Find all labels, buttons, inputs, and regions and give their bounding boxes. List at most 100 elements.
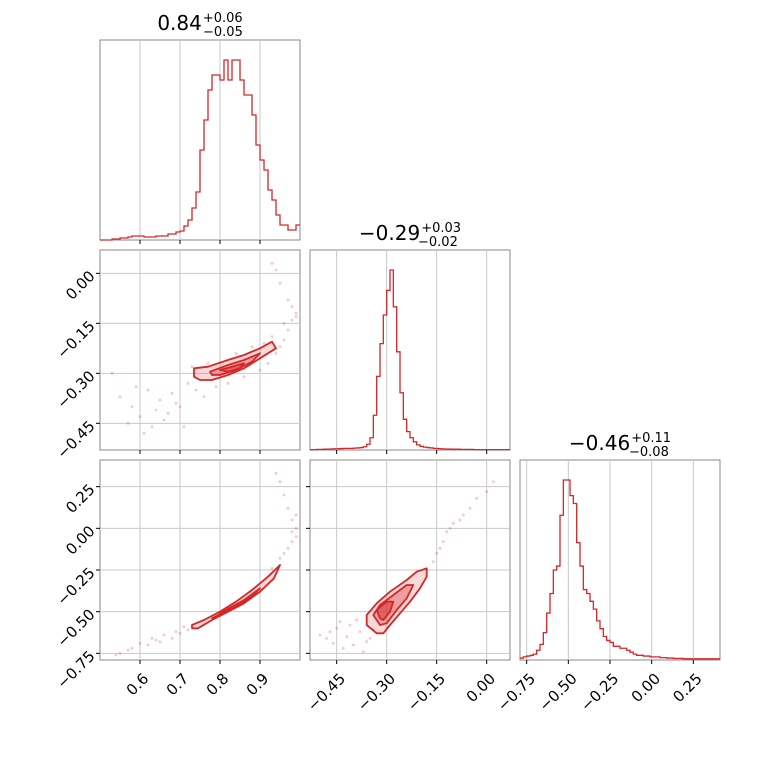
sample-point [142,431,146,435]
sample-point [154,408,158,412]
sample-point [345,635,349,639]
y-tick-label: −0.30 [53,367,98,412]
sample-point [166,411,170,415]
y-tick-label: −0.45 [53,417,98,462]
sample-point [358,630,362,634]
sample-point [282,493,286,497]
title-param-0-minus: −0.05 [203,25,243,40]
sample-point [190,365,194,369]
sample-point [335,626,339,630]
sample-point [274,471,278,475]
sample-point [448,526,452,530]
x-tick-label: −0.45 [304,670,349,715]
sample-point [351,643,355,647]
y-tick-label: 0.00 [62,267,98,303]
title-param-1-minus: −0.02 [418,235,458,250]
x-tick-label: 0.6 [123,670,153,700]
sample-point [331,641,335,645]
sample-point [341,646,345,650]
sample-point [328,630,332,634]
x-tick-label: −0.50 [535,670,580,715]
scatter-panel-1-2 [309,459,511,661]
sample-point [234,351,238,355]
sample-point [110,371,114,375]
sample-point [294,513,298,517]
sample-point [158,398,162,402]
sample-point [318,633,322,637]
sample-point [441,540,445,544]
y-tick-label: 0.00 [62,522,98,558]
sample-point [266,361,270,365]
y-tick-label: −0.50 [53,605,98,650]
sample-point [348,623,352,627]
sample-point [282,321,286,325]
sample-point [278,556,282,560]
sample-point [451,521,455,525]
sample-point [182,425,186,429]
sample-point [365,640,369,644]
sample-point [290,305,294,309]
contour-outer [191,564,281,630]
sample-point [178,405,182,409]
title-param-2: −0.46+0.11 [569,431,671,455]
sample-point [162,633,166,637]
sample-point [194,388,198,392]
y-tick-label: −0.15 [53,317,98,362]
sample-point [278,480,282,484]
sample-point [174,401,178,405]
sample-point [485,490,489,494]
sample-point [258,368,262,372]
sample-point [158,640,162,644]
sample-point [438,546,442,550]
sample-point [270,566,274,570]
sample-point [206,361,210,365]
sample-point [475,496,479,500]
sample-point [274,268,278,272]
histogram-2 [520,479,720,660]
sample-point [294,526,298,530]
sample-point [170,391,174,395]
x-tick-label: 0.8 [203,670,233,700]
contour-inner [375,600,395,621]
sample-point [138,415,142,419]
sample-point [282,551,286,555]
sample-point [278,345,282,349]
sample-point [290,518,294,522]
sample-point [294,311,298,315]
sample-point [431,560,435,564]
sample-point [250,345,254,349]
sample-point [338,620,342,624]
x-tick-label: 0.9 [243,670,273,700]
sample-point [130,405,134,409]
sample-point [186,381,190,385]
sample-point [202,395,206,399]
histogram-0 [100,59,300,241]
y-tick-label: −0.75 [53,647,98,692]
sample-point [150,636,154,640]
histogram-1 [310,269,510,451]
sample-point [186,628,190,632]
title-param-1: −0.29+0.03 [359,221,461,245]
sample-point [262,341,266,345]
sample-point [445,530,449,534]
sample-point [226,381,230,385]
sample-point [278,281,282,285]
title-param-0: 0.84+0.06 [157,11,242,35]
x-tick-label: 0.00 [628,670,664,706]
sample-point [138,641,142,645]
sample-point [118,651,122,655]
sample-point [170,636,174,640]
x-tick-label: 0.7 [163,670,193,700]
sample-point [118,395,122,399]
sample-point [270,261,274,265]
title-param-2-minus: −0.08 [629,445,669,460]
sample-point [126,648,130,652]
sample-point [178,631,182,635]
hist-panel-param-1 [309,249,511,451]
sample-point [361,650,365,654]
sample-point [290,318,294,322]
hist-panel-param-2 [519,459,721,661]
y-tick-label: −0.25 [53,564,98,609]
sample-point [491,480,495,484]
sample-point [174,630,178,634]
